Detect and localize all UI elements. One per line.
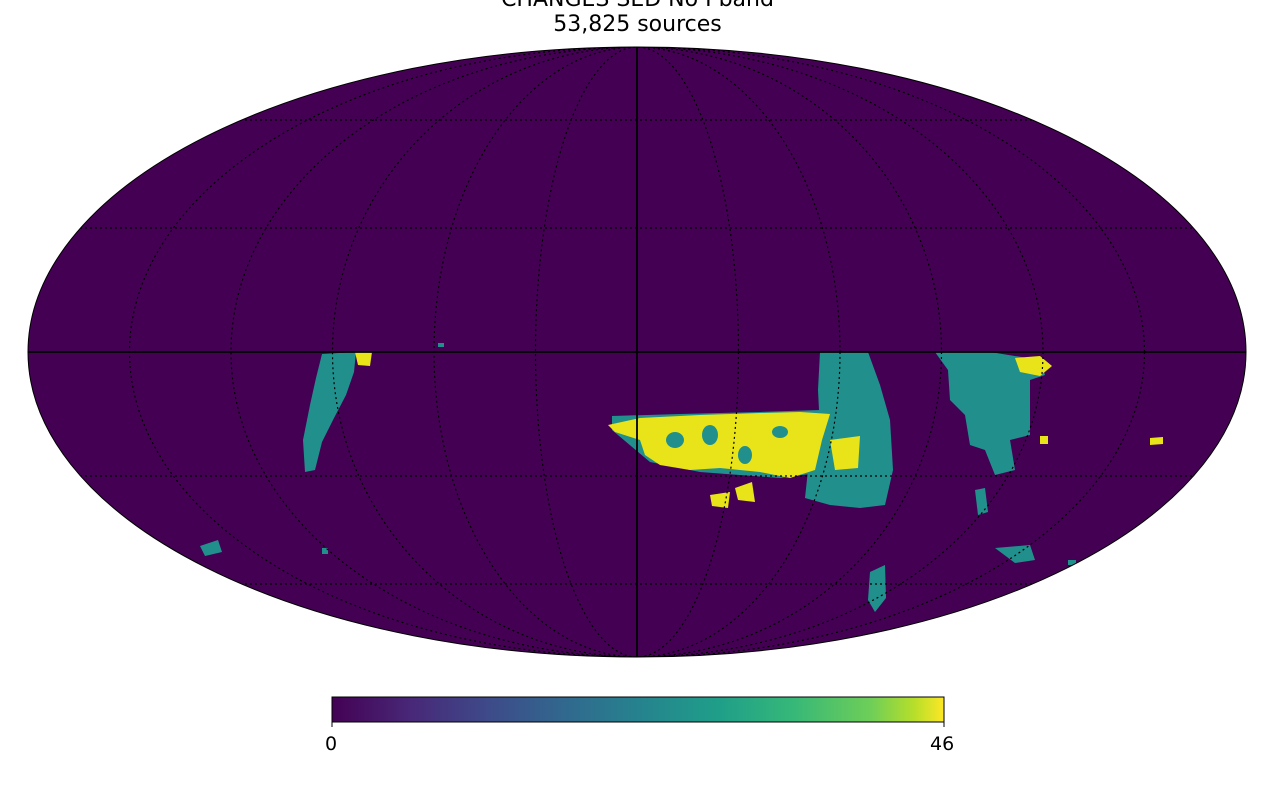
map-subtitle: 53,825 sources bbox=[553, 12, 722, 37]
map-border bbox=[27, 46, 1247, 658]
colorbar-min-label: 0 bbox=[325, 733, 338, 755]
map-title: CHANGES SED No I band bbox=[0, 0, 1275, 14]
colorbar bbox=[331, 696, 945, 723]
coverage-holes bbox=[666, 425, 788, 464]
colorbar-max-label: 46 bbox=[930, 733, 955, 755]
